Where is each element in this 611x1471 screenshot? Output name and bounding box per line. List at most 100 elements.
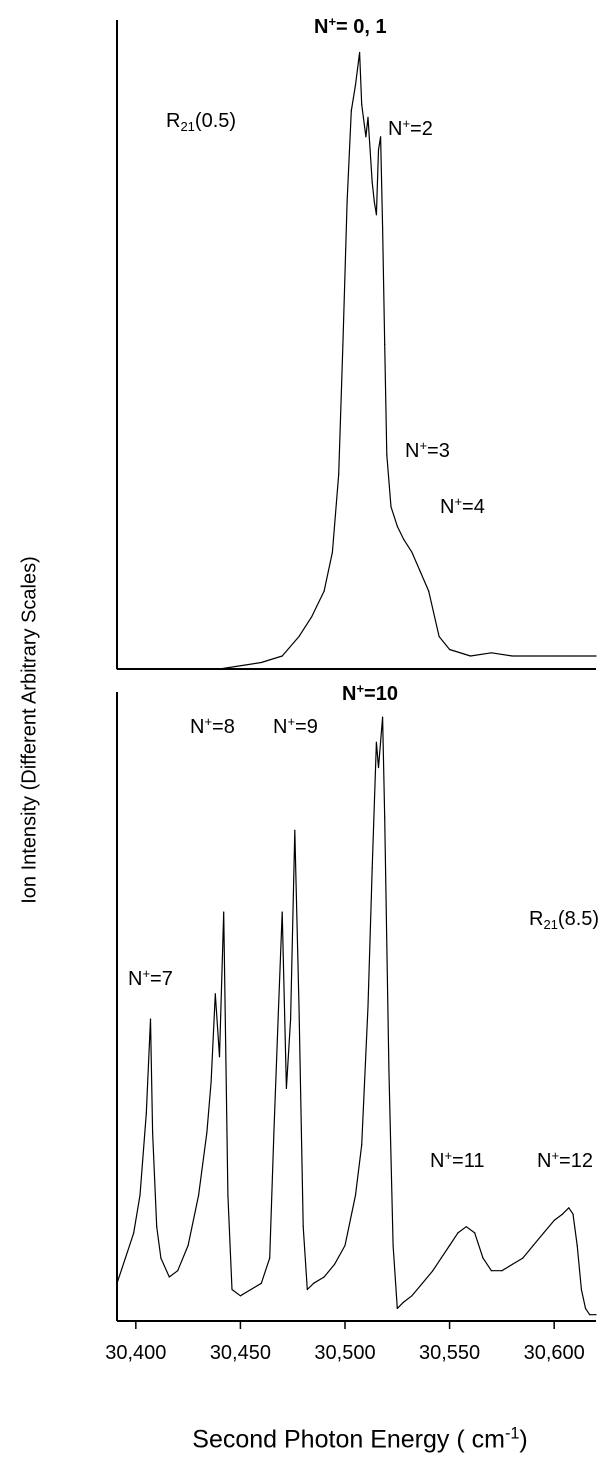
top-data-point xyxy=(354,84,357,86)
bottom-data-point xyxy=(260,1282,262,1284)
bottom-data-point xyxy=(449,1244,451,1247)
label-top-n-3: N+=3 xyxy=(405,437,450,462)
bottom-data-point xyxy=(156,1226,158,1228)
top-data-point xyxy=(373,201,375,203)
top-data-point xyxy=(350,110,352,112)
top-data-point xyxy=(532,655,534,657)
bottom-data-point xyxy=(396,1307,398,1309)
bottom-data-point xyxy=(187,1244,189,1247)
bottom-data-point xyxy=(354,1194,357,1196)
top-data-point xyxy=(411,551,413,553)
x-axis-label-tail: ) xyxy=(519,1425,528,1454)
bottom-data-point xyxy=(116,1282,118,1284)
top-data-point xyxy=(367,116,369,118)
top-data-point xyxy=(377,149,380,151)
bottom-data-point xyxy=(384,817,386,819)
bottom-spectrum-line xyxy=(116,716,596,1316)
bottom-data-point xyxy=(277,1018,279,1020)
top-data-point xyxy=(342,343,344,346)
bottom-data-point xyxy=(465,1226,467,1228)
bottom-data-point xyxy=(501,1270,503,1272)
top-data-point xyxy=(281,655,283,657)
bottom-data-point xyxy=(361,1144,363,1146)
label-bottom-n-11: N+=11 xyxy=(430,1147,485,1172)
top-data-point xyxy=(323,590,325,592)
bottom-data-point xyxy=(298,1005,300,1008)
x-axis-label-exponent: -1 xyxy=(504,1424,520,1443)
label-bottom-n-7: N+=7 xyxy=(128,965,173,990)
bottom-data-point xyxy=(306,1288,308,1291)
label-top-r21: R21(0.5) xyxy=(166,110,237,134)
x-axis-label-main: Second Photon Energy ( cm xyxy=(192,1425,505,1454)
bottom-data-point xyxy=(553,1219,555,1221)
bottom-data-point xyxy=(333,1263,336,1265)
top-data-point xyxy=(595,655,597,657)
bottom-data-point xyxy=(543,1232,545,1234)
top-spectrum-line xyxy=(117,51,596,670)
label-top-n-2: N+=2 xyxy=(388,115,433,140)
bottom-data-point xyxy=(375,741,377,743)
bottom-data-point xyxy=(152,1131,154,1133)
bottom-data-point xyxy=(313,1282,315,1284)
x-tick-label: 30,400 xyxy=(105,1342,166,1364)
bottom-data-point xyxy=(440,1257,442,1259)
bottom-data-point xyxy=(269,1257,271,1259)
top-data-point xyxy=(359,51,361,54)
bottom-data-point xyxy=(371,867,373,869)
bottom-data-point xyxy=(177,1270,179,1272)
bottom-data-point xyxy=(403,1301,405,1303)
top-data-point xyxy=(346,201,348,203)
bottom-data-point xyxy=(572,1213,574,1215)
bottom-data-point xyxy=(432,1270,434,1272)
top-data-point xyxy=(449,648,451,651)
bottom-data-point xyxy=(281,911,283,913)
top-data-point xyxy=(390,506,392,508)
label-bottom-n-8: N+=8 xyxy=(190,713,235,738)
x-tick-label: 30,600 xyxy=(524,1342,585,1364)
bottom-data-point xyxy=(168,1276,170,1278)
top-data-point xyxy=(490,652,492,654)
top-data-point xyxy=(428,590,430,592)
bottom-data-point xyxy=(580,1288,583,1291)
x-tick-label: 30,550 xyxy=(419,1342,480,1364)
top-data-point xyxy=(386,454,388,456)
bottom-data-point xyxy=(595,1314,597,1316)
bottom-data-point xyxy=(231,1288,233,1291)
bottom-data-point xyxy=(145,1112,147,1114)
top-data-point xyxy=(371,181,373,183)
bottom-data-point xyxy=(133,1232,135,1234)
top-data-point xyxy=(469,655,472,657)
bottom-data-point xyxy=(561,1213,564,1215)
bottom-data-point xyxy=(139,1194,141,1196)
bottom-data-point xyxy=(490,1270,492,1272)
top-data-point xyxy=(553,655,555,657)
top-data-point xyxy=(574,655,576,657)
top-data-point xyxy=(310,616,313,618)
label-top-n-4: N+=4 xyxy=(440,493,485,518)
bottom-data-point xyxy=(388,1068,390,1070)
x-axis-label: Second Photon Energy ( cm-1) xyxy=(192,1424,528,1455)
bottom-data-point xyxy=(511,1263,513,1265)
top-data-point xyxy=(260,661,262,664)
top-data-point xyxy=(511,655,513,657)
bottom-data-point xyxy=(474,1232,476,1234)
bottom-data-point xyxy=(273,1131,275,1133)
label-bottom-n-12: N+=12 xyxy=(537,1147,593,1172)
bottom-data-point xyxy=(210,1081,212,1083)
bottom-data-point xyxy=(302,1226,304,1228)
bottom-data-point xyxy=(411,1295,413,1297)
bottom-data-point xyxy=(522,1257,524,1259)
bottom-data-point xyxy=(214,993,216,995)
label-bottom-n-9: N+=9 xyxy=(273,713,318,738)
bottom-data-point xyxy=(344,1244,346,1247)
bottom-data-point xyxy=(290,1018,292,1020)
top-data-point xyxy=(369,149,371,151)
bottom-data-point xyxy=(223,911,225,913)
bottom-data-point xyxy=(250,1288,252,1291)
bottom-data-point xyxy=(568,1207,570,1209)
bottom-data-point xyxy=(589,1314,591,1316)
bottom-data-point xyxy=(367,1005,369,1008)
bottom-data-point xyxy=(576,1244,578,1247)
top-data-point xyxy=(331,551,333,553)
bottom-data-point xyxy=(457,1232,459,1234)
